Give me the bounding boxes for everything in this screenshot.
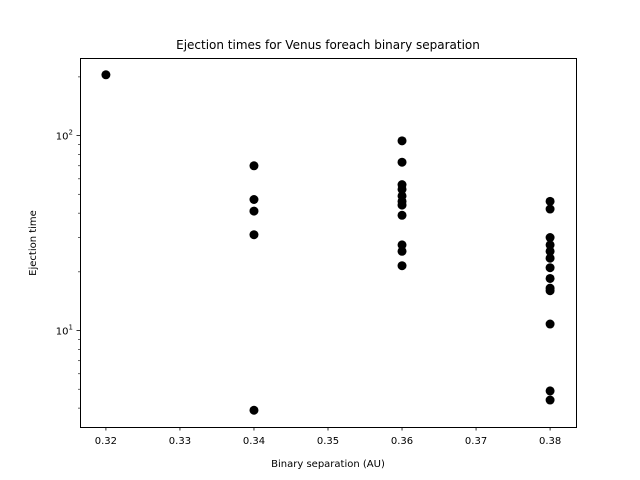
data-point (545, 286, 555, 296)
data-point (545, 263, 555, 273)
data-points (101, 70, 555, 415)
data-point (545, 273, 555, 283)
data-point (397, 246, 407, 256)
data-point (249, 206, 259, 216)
x-tick-label: 0.36 (391, 436, 413, 447)
data-point (545, 196, 555, 206)
data-point (249, 230, 259, 240)
data-point (397, 184, 407, 194)
y-axis-ticks: 101 102 (56, 76, 80, 409)
y-tick-label: 101 (56, 324, 73, 338)
x-tick-label: 0.33 (169, 436, 191, 447)
data-point (249, 405, 259, 415)
chart-title: Ejection times for Venus foreach binary … (176, 38, 480, 52)
data-point (545, 253, 555, 263)
y-axis-label: Ejection time (28, 210, 39, 276)
x-axis-ticks: 0.32 0.33 0.34 0.35 0.36 0.37 0.38 (95, 427, 561, 447)
data-point (249, 161, 259, 171)
data-point (397, 157, 407, 167)
x-tick-label: 0.35 (317, 436, 339, 447)
data-point (397, 210, 407, 220)
data-point (545, 395, 555, 405)
x-tick-label: 0.37 (465, 436, 487, 447)
plot-frame (80, 58, 577, 428)
data-point (397, 261, 407, 271)
x-axis-label: Binary separation (AU) (271, 459, 385, 470)
data-point (545, 246, 555, 256)
data-point (545, 233, 555, 243)
data-point (397, 200, 407, 210)
data-point (545, 204, 555, 214)
data-point (545, 240, 555, 250)
data-point (545, 319, 555, 329)
data-point (545, 386, 555, 396)
x-tick-label: 0.38 (539, 436, 561, 447)
data-point (397, 240, 407, 250)
x-tick-label: 0.32 (95, 436, 117, 447)
data-point (397, 136, 407, 146)
data-point (249, 195, 259, 205)
y-tick-label: 102 (56, 129, 73, 143)
data-point (101, 70, 111, 80)
x-tick-label: 0.34 (243, 436, 265, 447)
